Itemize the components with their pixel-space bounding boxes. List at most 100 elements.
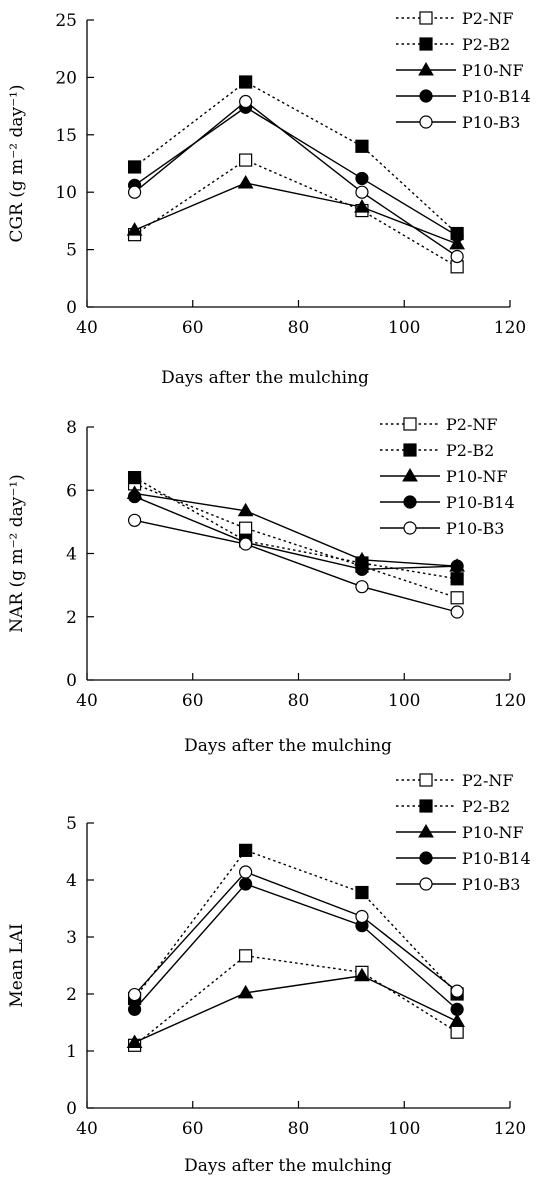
series-line — [134, 883, 458, 1010]
legend: P2-NF P2-B2 P10-NF P10-B14 P10-B3 — [396, 771, 531, 894]
data-point — [355, 185, 369, 199]
x-tick-label: 60 — [182, 318, 204, 338]
x-tick-label: 100 — [388, 1119, 420, 1139]
data-point — [450, 1025, 464, 1039]
legend-marker — [419, 877, 433, 891]
series-line — [134, 519, 458, 613]
series-P10-NF — [126, 175, 465, 250]
series-line — [134, 492, 458, 567]
data-point — [355, 909, 369, 924]
data-point — [355, 139, 369, 153]
y-tick-label: 0 — [66, 298, 77, 318]
data-point — [355, 885, 369, 900]
data-point — [355, 171, 369, 186]
legend-label: P2-NF — [462, 771, 513, 790]
legend-marker — [403, 443, 417, 457]
data-point — [127, 489, 142, 504]
data-point — [237, 175, 254, 189]
series-line — [134, 159, 458, 268]
x-tick-label: 100 — [388, 691, 420, 711]
legend-marker — [419, 799, 433, 813]
y-tick-label: 15 — [55, 126, 77, 146]
legend-label: P2-NF — [446, 415, 497, 434]
x-tick-label: 60 — [182, 1119, 204, 1139]
chart-2: 0 2 4 6 8 40 60 80 100 120 Days after the mulching… — [7, 415, 526, 756]
legend: P2-NF P2-B2 P10-NF P10-B14 P10-B3 — [396, 9, 531, 132]
series-P2-B2 — [127, 75, 464, 241]
data-point — [450, 605, 464, 619]
legend-marker — [403, 521, 417, 535]
x-tick-label: 80 — [288, 1119, 310, 1139]
y-tick-label: 3 — [66, 928, 77, 948]
series-P2-B2 — [127, 843, 464, 1006]
data-point — [354, 967, 370, 982]
legend-label: P10-B14 — [462, 849, 531, 868]
series-P10-B3 — [127, 94, 464, 264]
data-point — [355, 580, 369, 594]
y-axis-label: Mean LAI — [7, 923, 27, 1007]
data-point — [450, 229, 464, 243]
x-tick-label: 60 — [182, 691, 204, 711]
data-point — [126, 222, 143, 236]
data-point — [126, 1034, 143, 1048]
series-line — [134, 849, 458, 999]
y-axis-label: CGR (g m⁻² day⁻¹) — [7, 84, 27, 242]
data-point — [237, 984, 254, 999]
x-tick-label: 120 — [494, 1119, 526, 1139]
legend-label: P2-B2 — [462, 797, 510, 816]
series-line — [134, 483, 458, 599]
y-tick-label: 10 — [55, 183, 77, 203]
data-point — [449, 235, 465, 250]
legend-marker — [419, 851, 433, 865]
legend-label: P10-NF — [446, 467, 508, 486]
y-tick-label: 0 — [66, 671, 77, 691]
y-tick-label: 1 — [66, 1042, 77, 1062]
legend-label: P10-NF — [462, 61, 524, 80]
series-P10-B14 — [127, 877, 464, 1016]
series-line — [134, 106, 458, 237]
data-point — [355, 562, 369, 576]
legend-marker — [418, 824, 434, 838]
data-point — [127, 1002, 142, 1016]
legend-marker — [419, 11, 433, 25]
x-tick-label: 80 — [288, 318, 310, 338]
x-tick-label: 100 — [388, 318, 420, 338]
y-axis-label: NAR (g m⁻² day⁻¹) — [7, 474, 27, 633]
legend-label: P10-B14 — [446, 493, 515, 512]
data-point — [239, 537, 253, 551]
x-tick-label: 120 — [494, 318, 526, 338]
series-line — [134, 955, 458, 1046]
y-tick-label: 4 — [66, 871, 77, 891]
data-point — [127, 513, 142, 527]
legend-marker — [418, 62, 434, 76]
data-point — [450, 559, 464, 573]
legend-marker — [419, 89, 433, 103]
y-tick-label: 6 — [66, 481, 77, 501]
data-point — [237, 502, 254, 517]
series-line — [134, 182, 458, 245]
data-point — [239, 949, 253, 963]
y-tick-label: 2 — [66, 985, 77, 1005]
legend-label: P10-B3 — [446, 519, 504, 538]
x-tick-label: 80 — [288, 691, 310, 711]
x-axis-label: Days after the mulching — [184, 1156, 392, 1176]
series-line — [134, 81, 458, 235]
data-point — [127, 185, 142, 199]
x-tick-label: 40 — [76, 691, 98, 711]
series-P10-NF — [126, 967, 465, 1048]
data-point — [239, 843, 253, 857]
series-P2-NF — [127, 153, 464, 274]
y-tick-label: 8 — [66, 418, 77, 438]
data-point — [450, 984, 464, 998]
y-tick-label: 25 — [55, 11, 77, 31]
x-tick-label: 40 — [76, 318, 98, 338]
data-point — [239, 877, 253, 891]
legend-marker — [402, 468, 418, 482]
chart-1: 0 5 10 15 20 25 40 60 80 100 120 Days after the mul… — [7, 9, 531, 388]
data-point — [239, 521, 253, 535]
y-tick-label: 4 — [66, 545, 77, 565]
x-tick-label: 120 — [494, 691, 526, 711]
legend-label: P10-B14 — [462, 87, 531, 106]
legend: P2-NF P2-B2 P10-NF P10-B14 P10-B3 — [380, 415, 515, 538]
